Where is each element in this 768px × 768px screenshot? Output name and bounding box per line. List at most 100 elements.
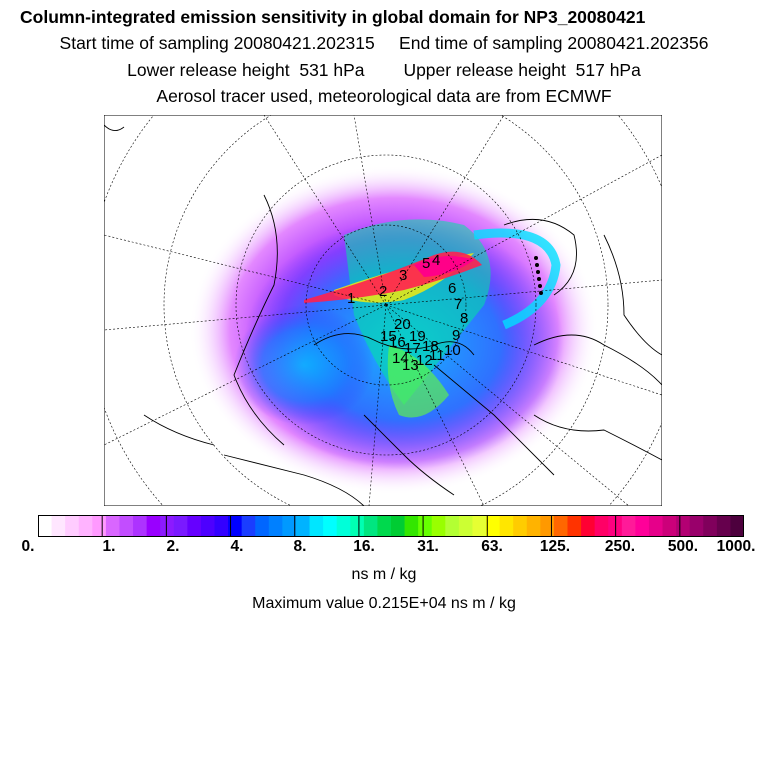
colorbar-swatch	[105, 515, 121, 537]
track-label: 1	[347, 290, 355, 307]
colorbar-swatch	[65, 515, 80, 537]
track-label: 17	[404, 340, 421, 357]
colorbar-tick-label: 16.	[353, 538, 375, 555]
colorbar-swatch	[295, 515, 311, 537]
sensitivity-map: 1 2 3 4 5 6 7 8 9 10 11 12 13 14 15 16 1…	[104, 115, 662, 506]
colorbar-swatch	[119, 515, 134, 537]
track-label: 3	[399, 267, 407, 284]
colorbar-swatch	[268, 515, 283, 537]
track-label: 16	[389, 334, 406, 351]
colorbar-swatch	[648, 515, 664, 537]
colorbar-swatch	[377, 515, 392, 537]
colorbar-swatch	[146, 515, 161, 537]
colorbar-tick-label: 2.	[166, 538, 180, 555]
colorbar-swatch	[621, 515, 636, 537]
track-label: 5	[422, 255, 430, 272]
track-label: 19	[409, 328, 426, 345]
colorbar-swatch	[214, 515, 229, 537]
colorbar-swatch	[173, 515, 188, 537]
colorbar-swatch	[418, 515, 433, 537]
colorbar-swatch	[391, 515, 406, 537]
colorbar-swatch	[51, 515, 66, 537]
track-label: 15	[380, 328, 397, 345]
colorbar-swatch	[363, 515, 379, 537]
colorbar-swatch	[689, 515, 704, 537]
colorbar-swatch	[445, 515, 460, 537]
colorbar-swatch	[187, 515, 202, 537]
colorbar-tick-label: 125.	[539, 538, 571, 555]
colorbar-swatch	[38, 515, 53, 537]
colorbar-tick-label: 4.	[230, 538, 244, 555]
colorbar-tick-label: 63.	[481, 538, 503, 555]
colorbar-swatch	[241, 515, 256, 537]
colorbar-swatch	[78, 515, 93, 537]
latitude-circles	[104, 115, 662, 506]
colorbar-tick-label: 31.	[417, 538, 439, 555]
tracer-info-line: Aerosol tracer used, meteorological data…	[156, 86, 612, 106]
track-label: 11	[429, 347, 445, 364]
colorbar-swatch	[730, 515, 744, 537]
track-label: 14	[392, 350, 409, 367]
colorbar-swatch	[716, 515, 732, 537]
track-label: 9	[452, 327, 460, 344]
color-scale-frame	[38, 515, 744, 537]
colorbar-tick-label: 0.	[21, 538, 35, 555]
colorbar-swatch	[553, 515, 569, 537]
colorbar-swatch	[594, 515, 609, 537]
sensitivity-red-core	[414, 256, 474, 277]
colorbar-tick-label: 1000.	[716, 538, 756, 555]
colorbar-swatch	[703, 515, 718, 537]
track-label: 2	[379, 283, 387, 300]
colorbar-swatch	[350, 515, 365, 537]
colorbar-swatch	[540, 515, 555, 537]
colorbar-swatch	[486, 515, 501, 537]
colorbar-swatch	[472, 515, 487, 537]
colorbar-swatch	[567, 515, 582, 537]
plot-title: Column-integrated emission sensitivity i…	[20, 7, 646, 27]
colorbar-swatch	[458, 515, 474, 537]
colorbar-swatch	[499, 515, 514, 537]
colorbar-swatch	[513, 515, 528, 537]
colorbar-swatch	[228, 515, 243, 537]
sensitivity-green-south	[387, 345, 449, 418]
sensitivity-cyan-arc	[473, 228, 561, 330]
colorbar-swatch	[404, 515, 419, 537]
colorbar-swatch	[635, 515, 650, 537]
colorbar-swatch	[282, 515, 297, 537]
colorbar-swatch	[581, 515, 596, 537]
colorbar-tick-label: 1.	[102, 538, 116, 555]
colorbar-swatch	[431, 515, 446, 537]
track-label: 7	[454, 296, 462, 313]
colorbar-swatch	[526, 515, 541, 537]
colorbar-swatch	[323, 515, 338, 537]
colorbar-swatch	[255, 515, 270, 537]
track-label: 8	[460, 310, 468, 327]
colorbar-tick-label: 500.	[667, 538, 699, 555]
colorbar-swatch	[92, 515, 107, 537]
colorbar-swatch	[133, 515, 148, 537]
colorbar-swatch	[662, 515, 677, 537]
colorbar-swatch	[676, 515, 691, 537]
colorbar-swatch	[336, 515, 351, 537]
color-scale-bar	[38, 515, 744, 537]
colorbar-tick-label: 8.	[293, 538, 307, 555]
maximum-value-label: Maximum value 0.215E+04 ns m / kg	[252, 595, 516, 612]
colorbar-swatch	[200, 515, 216, 537]
track-label: 18	[422, 338, 439, 355]
colorbar-swatch	[160, 515, 175, 537]
colorbar-swatch	[309, 515, 324, 537]
track-label: 10	[444, 342, 461, 359]
sensitivity-west-lobe	[234, 305, 374, 425]
coastlines	[104, 124, 662, 506]
track-label: 20	[394, 316, 411, 333]
release-height-line: Lower release height 531 hPa Upper relea…	[127, 60, 641, 80]
meridian-lines	[104, 115, 662, 506]
units-label: ns m / kg	[351, 566, 417, 583]
track-label: 4	[432, 252, 440, 269]
track-label: 6	[448, 280, 456, 297]
sampling-time-line: Start time of sampling 20080421.202315 E…	[59, 33, 709, 53]
track-labels: 1 2 3 4 5 6 7 8 9 10 11 12 13 14 15 16 1…	[347, 252, 468, 374]
colorbar-tick-label: 250.	[604, 538, 636, 555]
flight-track	[534, 256, 543, 295]
track-label: 13	[402, 357, 419, 374]
